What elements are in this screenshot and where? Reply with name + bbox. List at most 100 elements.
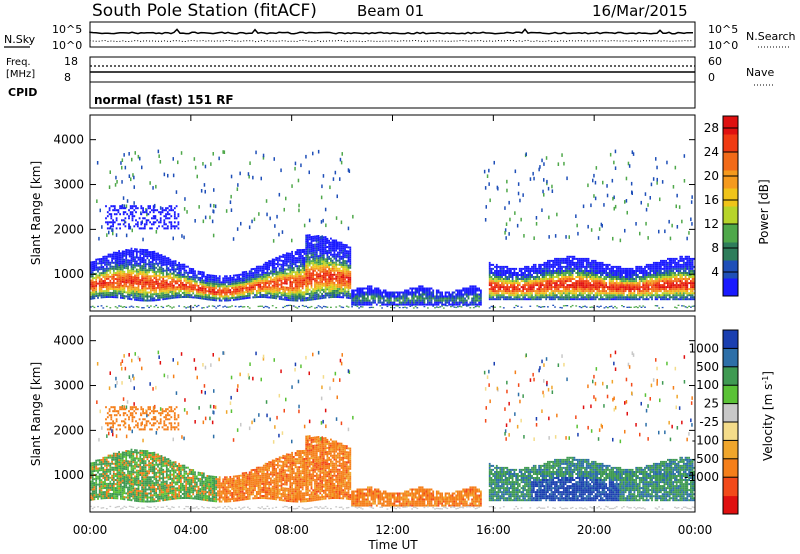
power-echo-cell: [331, 243, 334, 246]
power-echo-cell: [287, 278, 290, 281]
power-echo-cell: [391, 303, 394, 306]
power-echo-cell: [169, 297, 172, 300]
power-echo-cell: [301, 291, 304, 294]
power-echo-cell: [522, 298, 525, 301]
power-echo-cell: [577, 274, 579, 276]
power-echo-cell: [529, 267, 532, 270]
power-echo-cell: [324, 286, 327, 289]
power-echo-cell: [603, 280, 606, 283]
power-echo-cell: [247, 292, 249, 295]
power-echo-cell: [185, 296, 188, 298]
power-echo-cell: [435, 289, 438, 292]
power-echo-cell: [397, 299, 399, 302]
power-echo-cell: [208, 284, 210, 287]
power-echo-cell: [631, 282, 634, 285]
power-echo-cell: [116, 268, 119, 271]
power-echo-cell: [217, 291, 219, 294]
power-echo-cell: [125, 251, 128, 253]
power-echo-cell: [270, 260, 272, 263]
power-echo-cell: [111, 283, 113, 286]
power-echo-cell: [252, 268, 255, 270]
power-echo-cell: [307, 244, 309, 247]
power-echo-cell: [271, 278, 274, 281]
power-echo-cell: [439, 297, 442, 300]
power-echo-cell: [319, 261, 322, 263]
power-echo-cell: [337, 279, 339, 282]
power-echo-cell: [630, 280, 632, 283]
power-echo-cell: [337, 287, 339, 290]
power-echo-cell: [157, 286, 159, 289]
power-echo-cell: [294, 261, 297, 264]
power-echo-cell: [284, 298, 286, 301]
power-echo-cell: [374, 293, 376, 296]
power-echo-cell: [345, 246, 348, 249]
power-echo-cell: [499, 290, 502, 293]
power-echo-cell: [624, 298, 627, 301]
power-echo-cell: [176, 272, 179, 275]
power-echo-cell: [370, 285, 373, 288]
power-echo-cell: [312, 274, 315, 277]
power-echo-cell: [513, 284, 516, 287]
power-echo-cell: [289, 258, 292, 261]
power-echo-cell: [557, 274, 560, 276]
power-echo-cell: [164, 283, 166, 286]
power-echo-cell: [571, 276, 574, 278]
power-echo-cell: [418, 297, 420, 300]
power-echo-cell: [580, 282, 583, 285]
power-echo-cell: [107, 285, 110, 288]
power-echo-cell: [262, 290, 265, 292]
power-echo-cell: [273, 278, 276, 281]
power-echo-cell: [637, 298, 639, 301]
power-echo-cell: [319, 246, 322, 249]
power-echo-cell: [243, 273, 246, 276]
power-echo-cell: [448, 303, 450, 306]
power-echo-cell: [317, 267, 320, 270]
power-echo-cell: [391, 295, 394, 298]
power-echo-cell: [490, 267, 493, 270]
power-echo-cell: [284, 268, 286, 271]
power-echo-cell: [125, 257, 128, 259]
power-echo-cell: [208, 290, 210, 293]
power-echo-cell: [331, 239, 334, 242]
power-echo-cell: [213, 305, 216, 308]
power-echo-cell: [150, 305, 152, 307]
power-echo-cell: [292, 281, 295, 284]
power-echo-cell: [241, 277, 244, 280]
power-echo-cell: [326, 260, 329, 263]
power-echo-cell: [301, 299, 304, 302]
power-echo-cell: [224, 291, 226, 294]
power-echo-cell: [527, 278, 530, 280]
power-echo-cell: [390, 295, 392, 298]
power-echo-cell: [142, 265, 145, 268]
power-echo-cell: [370, 295, 373, 298]
power-echo-cell: [112, 267, 115, 270]
power-echo-cell: [562, 286, 565, 289]
power-echo-cell: [497, 282, 500, 285]
power-echo-cell: [294, 293, 297, 296]
power-echo-cell: [234, 280, 237, 283]
power-echo-cell: [303, 291, 306, 294]
power-echo-cell: [247, 306, 249, 308]
power-echo-cell: [120, 282, 122, 285]
power-echo-cell: [254, 274, 256, 276]
power-echo-cell: [116, 278, 119, 281]
power-echo-cell: [467, 303, 470, 306]
power-echo-cell: [608, 292, 611, 295]
power-echo-cell: [511, 272, 514, 274]
power-echo-cell: [501, 270, 503, 272]
power-echo-cell: [345, 280, 348, 283]
power-echo-cell: [307, 246, 309, 249]
power-echo-cell: [617, 276, 620, 278]
power-echo-cell: [238, 290, 240, 293]
power-echo-cell: [183, 279, 186, 282]
power-echo-cell: [469, 301, 472, 304]
power-echo-cell: [183, 275, 186, 278]
power-echo-cell: [151, 281, 154, 284]
power-echo-cell: [310, 284, 313, 287]
power-echo-cell: [236, 288, 239, 291]
power-echo-cell: [199, 283, 202, 286]
power-echo-cell: [338, 305, 341, 307]
power-echo-cell: [349, 272, 352, 275]
power-echo-cell: [120, 288, 122, 291]
